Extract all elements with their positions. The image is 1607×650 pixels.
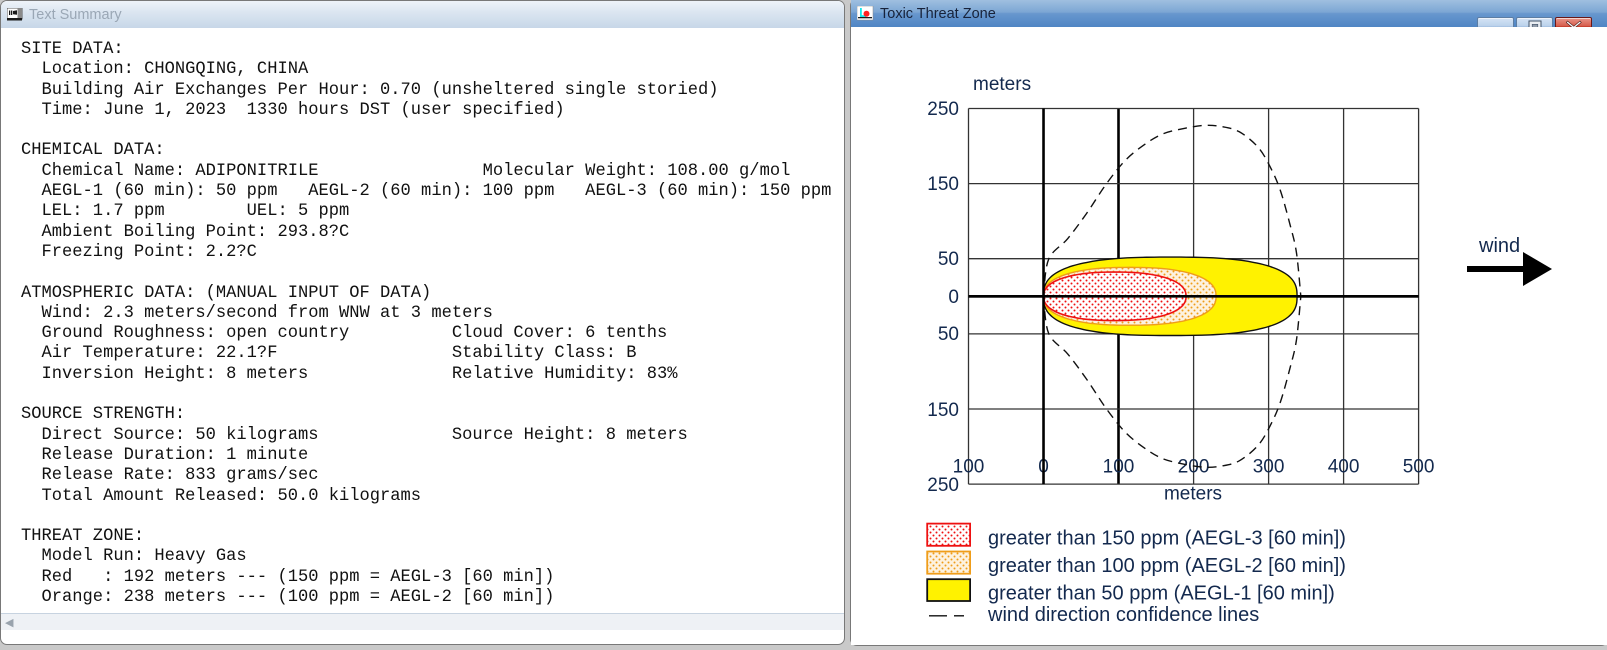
svg-text:500: 500 bbox=[1403, 456, 1435, 477]
svg-text:200: 200 bbox=[1178, 456, 1210, 477]
svg-text:150: 150 bbox=[927, 400, 959, 421]
svg-text:greater than 150 ppm (AEGL-3 [: greater than 150 ppm (AEGL-3 [60 min]) bbox=[988, 527, 1346, 549]
svg-text:50: 50 bbox=[938, 249, 959, 270]
svg-text:150: 150 bbox=[927, 174, 959, 195]
svg-text:greater than 50 ppm (AEGL-1 [6: greater than 50 ppm (AEGL-1 [60 min]) bbox=[988, 583, 1335, 605]
svg-text:50: 50 bbox=[938, 324, 959, 345]
svg-text:250: 250 bbox=[927, 475, 959, 496]
svg-text:wind direction confidence line: wind direction confidence lines bbox=[987, 604, 1259, 626]
svg-text:250: 250 bbox=[927, 99, 959, 120]
svg-text:greater than 100 ppm (AEGL-2 [: greater than 100 ppm (AEGL-2 [60 min]) bbox=[988, 555, 1346, 577]
svg-text:100: 100 bbox=[953, 456, 985, 477]
svg-text:meters: meters bbox=[1164, 484, 1222, 505]
svg-text:100: 100 bbox=[1103, 456, 1135, 477]
svg-text:0: 0 bbox=[948, 287, 959, 308]
svg-text:400: 400 bbox=[1328, 456, 1360, 477]
svg-text:meters: meters bbox=[973, 74, 1031, 95]
svg-text:wind: wind bbox=[1478, 235, 1520, 257]
svg-text:300: 300 bbox=[1253, 456, 1285, 477]
